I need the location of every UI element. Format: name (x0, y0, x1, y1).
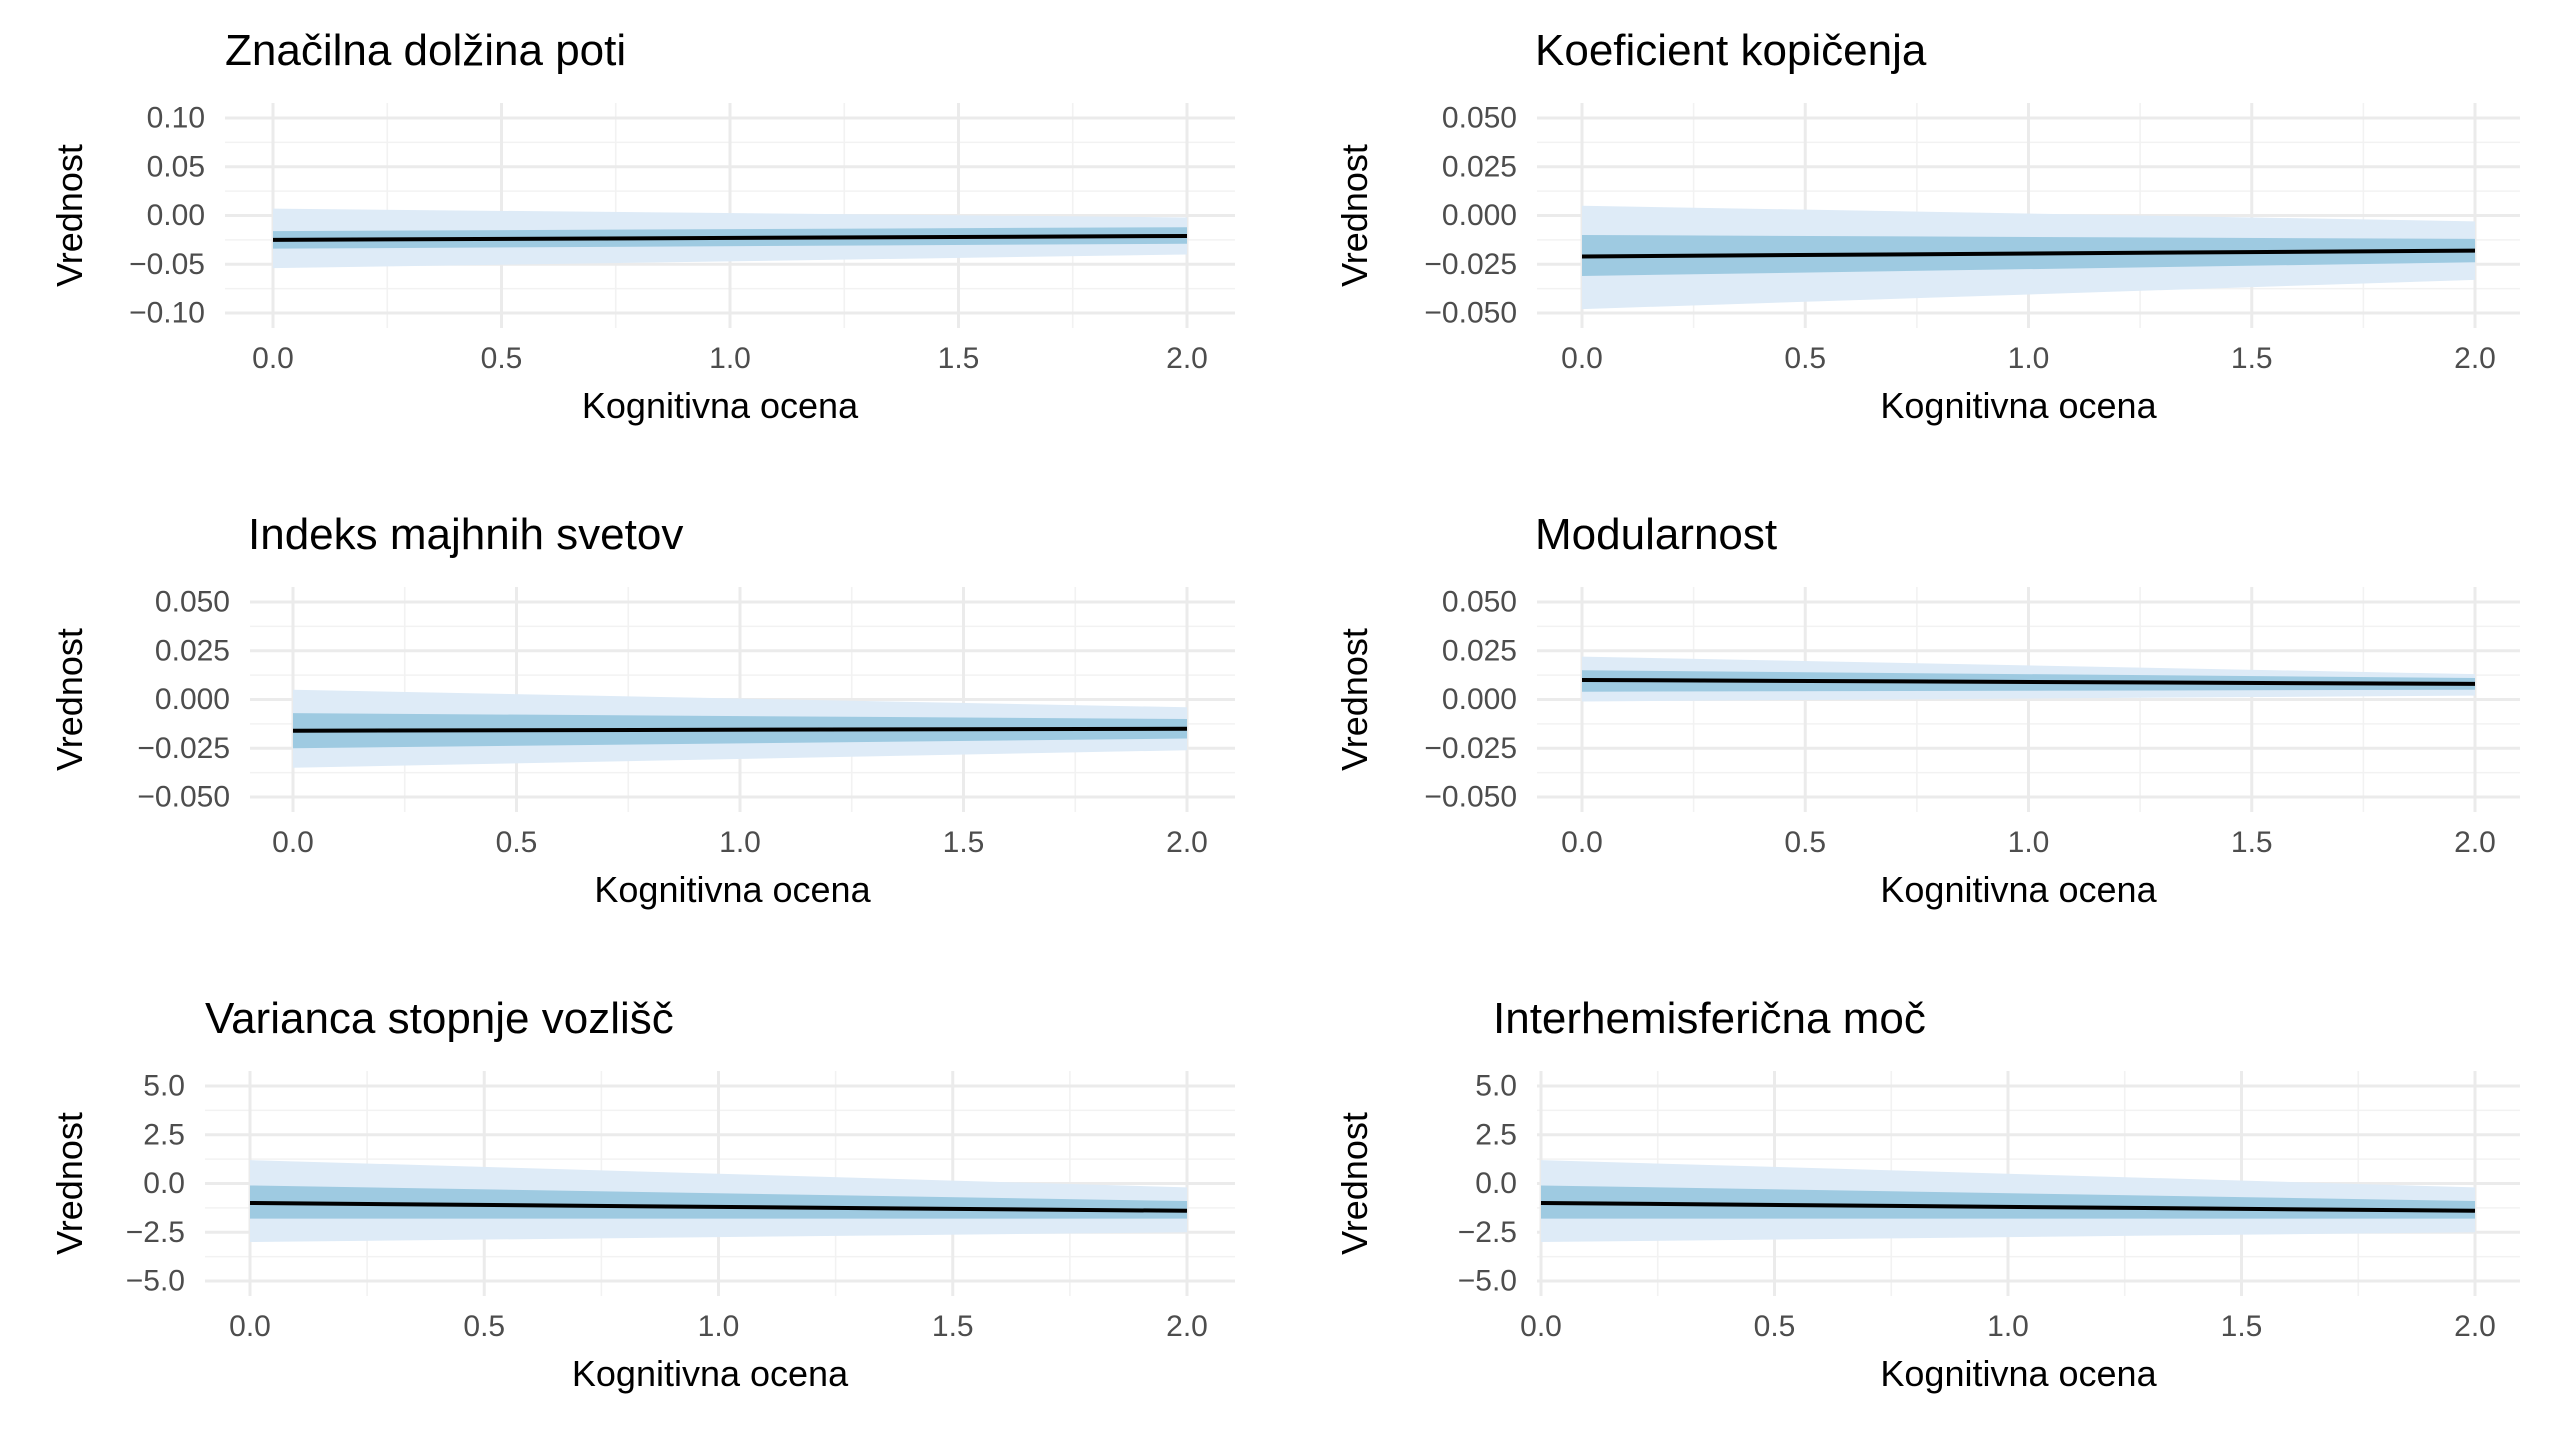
x-tick-label: 1.5 (938, 342, 980, 375)
y-tick-label: 0.025 (155, 634, 230, 667)
x-tick-label: 0.5 (481, 342, 523, 375)
panel-title: Varianca stopnje vozlišč (205, 994, 674, 1043)
x-axis-title: Kognitivna ocena (594, 869, 871, 910)
y-axis-title: Vrednost (1334, 1112, 1375, 1255)
x-tick-label: 1.0 (709, 342, 751, 375)
x-tick-label: 2.0 (1166, 342, 1208, 375)
x-tick-label: 1.5 (932, 1310, 974, 1343)
y-tick-label: −0.025 (137, 732, 230, 765)
y-tick-label: 2.5 (1475, 1118, 1517, 1151)
y-tick-label: −5.0 (126, 1265, 185, 1298)
panel-title: Modularnost (1535, 510, 1777, 559)
y-tick-label: −0.025 (1424, 732, 1517, 765)
x-tick-label: 2.0 (1166, 826, 1208, 859)
y-tick-label: −2.5 (1458, 1216, 1517, 1249)
y-tick-label: 5.0 (1475, 1070, 1517, 1103)
panel-4: 0.050 0.025 0.000 −0.025 −0.050 0.0 0.5 1.0 1.5 2… (1334, 510, 2520, 910)
mean-line (249, 1201, 1188, 1213)
panel-5: 5.0 2.5 0.0 −2.5 −5.0 0.0 0.5 1.0 1.5 2.0 Kognitiv… (49, 994, 1235, 1394)
panel-title: Indeks majhnih svetov (248, 510, 683, 559)
y-tick-label: 0.0 (143, 1167, 185, 1200)
y-tick-label: 0.050 (1442, 586, 1517, 619)
x-axis-title: Kognitivna ocena (572, 1353, 849, 1394)
mean-line (1581, 248, 2476, 259)
x-tick-label: 0.5 (1784, 826, 1826, 859)
x-tick-label: 2.0 (2454, 1310, 2496, 1343)
x-tick-label: 0.5 (1784, 342, 1826, 375)
y-axis-title: Vrednost (1334, 628, 1375, 771)
x-tick-label: 0.0 (252, 342, 294, 375)
y-tick-label: 0.000 (1442, 683, 1517, 716)
x-tick-label: 1.5 (2231, 826, 2273, 859)
x-tick-label: 1.0 (2008, 342, 2050, 375)
x-tick-label: 0.0 (229, 1310, 271, 1343)
y-tick-label: 0.000 (1442, 199, 1517, 232)
mean-line (292, 726, 1188, 733)
mean-line (1540, 1201, 2476, 1213)
y-tick-label: 5.0 (143, 1070, 185, 1103)
y-axis-title: Vrednost (49, 144, 90, 287)
x-tick-label: 0.0 (1561, 826, 1603, 859)
x-tick-label: 1.0 (1987, 1310, 2029, 1343)
x-tick-label: 1.5 (943, 826, 985, 859)
y-tick-label: −0.050 (137, 781, 230, 814)
y-tick-label: −0.05 (129, 248, 205, 281)
y-tick-label: 0.00 (147, 199, 205, 232)
y-tick-label: 0.0 (1475, 1167, 1517, 1200)
y-axis-title: Vrednost (49, 1112, 90, 1255)
y-tick-label: 0.025 (1442, 634, 1517, 667)
x-tick-label: 1.5 (2221, 1310, 2263, 1343)
panel-2: 0.050 0.025 0.000 −0.025 −0.050 0.0 0.5 1.0 1.5 2… (1334, 26, 2520, 426)
x-tick-label: 0.0 (1561, 342, 1603, 375)
panel-1: 0.10 0.05 0.00 −0.05 −0.10 0.0 0.5 1.0 1.5 2.0 Kog… (49, 26, 1235, 426)
y-tick-label: −0.10 (129, 297, 205, 330)
x-tick-label: 1.0 (2008, 826, 2050, 859)
x-tick-label: 1.0 (698, 1310, 740, 1343)
y-tick-label: 0.10 (147, 102, 205, 135)
y-tick-label: 0.05 (147, 150, 205, 183)
y-tick-label: −2.5 (126, 1216, 185, 1249)
panel-title: Interhemisferična moč (1493, 994, 1926, 1043)
x-tick-label: 2.0 (1166, 1310, 1208, 1343)
y-tick-label: −5.0 (1458, 1265, 1517, 1298)
x-tick-label: 1.0 (719, 826, 761, 859)
y-tick-label: −0.025 (1424, 248, 1517, 281)
y-tick-label: 2.5 (143, 1118, 185, 1151)
y-tick-label: −0.050 (1424, 297, 1517, 330)
y-tick-label: 0.000 (155, 683, 230, 716)
x-tick-label: 0.5 (463, 1310, 505, 1343)
x-axis-title: Kognitivna ocena (1880, 1353, 2157, 1394)
x-axis-title: Kognitivna ocena (582, 385, 859, 426)
x-tick-label: 0.5 (1754, 1310, 1796, 1343)
panel-title: Koeficient kopičenja (1535, 26, 1927, 75)
x-tick-label: 2.0 (2454, 826, 2496, 859)
y-axis-title: Vrednost (1334, 144, 1375, 287)
x-axis-title: Kognitivna ocena (1880, 869, 2157, 910)
x-tick-label: 0.0 (1520, 1310, 1562, 1343)
panel-6: 5.02.50.0−2.5−5.00.0 0.5 1.0 1.5 2.0Kognitiv… (1334, 994, 2520, 1394)
y-tick-label: 0.025 (1442, 150, 1517, 183)
x-tick-label: 1.5 (2231, 342, 2273, 375)
mean-line (272, 233, 1188, 242)
y-axis-title: Vrednost (49, 628, 90, 771)
x-tick-label: 0.5 (496, 826, 538, 859)
mean-line (1581, 678, 2476, 686)
panel-3: 0.050 0.025 0.000 −0.025 −0.050 0.0 0.5 1.0 1.5 2… (49, 510, 1235, 910)
y-tick-label: 0.050 (155, 586, 230, 619)
x-tick-label: 2.0 (2454, 342, 2496, 375)
x-tick-label: 0.0 (272, 826, 314, 859)
panel-title: Značilna dolžina poti (225, 26, 626, 75)
y-tick-label: −0.050 (1424, 781, 1517, 814)
x-axis-title: Kognitivna ocena (1880, 385, 2157, 426)
y-tick-label: 0.050 (1442, 102, 1517, 135)
